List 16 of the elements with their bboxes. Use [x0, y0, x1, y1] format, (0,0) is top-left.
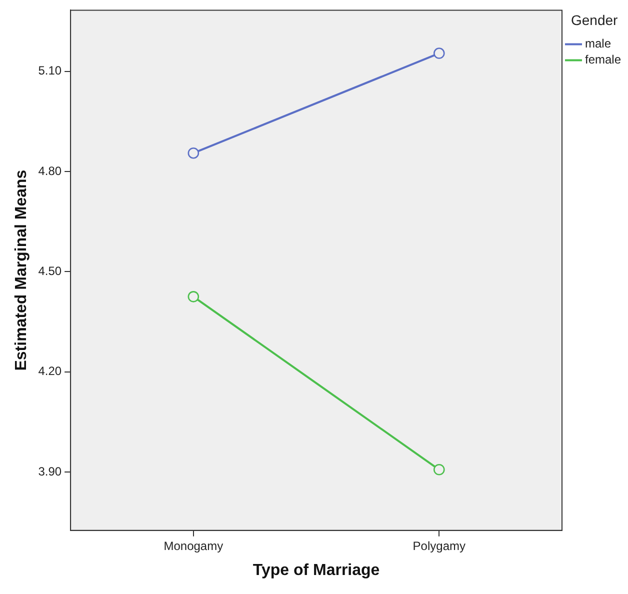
y-tick-label: 4.20	[38, 364, 62, 378]
x-tick-label: Monogamy	[164, 538, 224, 553]
point	[433, 48, 445, 59]
point	[188, 291, 200, 302]
point	[433, 464, 445, 476]
point	[188, 147, 200, 159]
y-tick-label: 5.10	[38, 64, 62, 78]
y-axis-title: Estimated Marginal Means	[13, 170, 30, 371]
x-tick-label: Polygamy	[412, 538, 466, 553]
legend-label: female	[585, 52, 622, 67]
x-axis-title: Type of Marriage	[252, 562, 380, 579]
legend-title: Gender	[571, 12, 618, 28]
y-tick-label: 4.50	[38, 264, 62, 278]
y-tick-label: 4.80	[38, 164, 62, 178]
y-tick-label: 3.90	[38, 464, 62, 478]
legend-label: male	[585, 36, 612, 51]
